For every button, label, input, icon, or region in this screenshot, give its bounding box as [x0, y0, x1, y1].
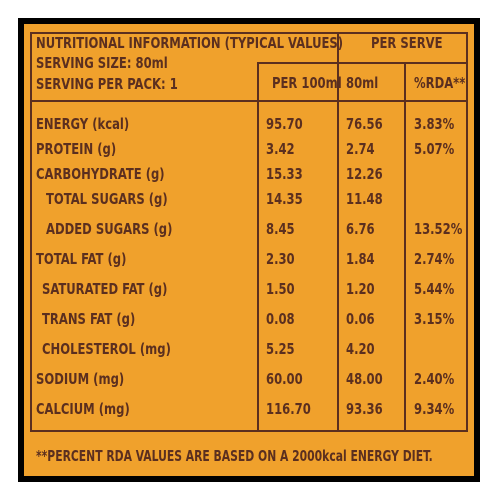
serving-size: SERVING SIZE: 80ml: [36, 54, 168, 72]
value-per-100ml: 0.08: [266, 310, 295, 328]
divider-col-rda: [404, 62, 406, 432]
value-per-100ml: 1.50: [266, 280, 295, 298]
nutrient-name: SODIUM (mg): [36, 370, 125, 388]
col-heading-per-100ml: PER 100ml: [272, 74, 342, 92]
table-right-border: [466, 32, 468, 432]
rda-footnote: **PERCENT RDA VALUES ARE BASED ON A 2000…: [36, 447, 433, 465]
nutrient-name: ADDED SUGARS (g): [46, 220, 173, 238]
value-per-100ml: 95.70: [266, 115, 303, 133]
nutrient-name: SATURATED FAT (g): [42, 280, 168, 298]
value-rda: 9.34%: [414, 400, 455, 418]
table-bottom-border: [30, 430, 468, 432]
col-heading-rda: %RDA**: [414, 74, 466, 92]
nutrient-name: CHOLESTEROL (mg): [42, 340, 171, 358]
value-rda: 3.15%: [414, 310, 455, 328]
value-80ml: 76.56: [346, 115, 383, 133]
label-title: NUTRITIONAL INFORMATION (TYPICAL VALUES): [36, 34, 344, 52]
nutrient-name: TOTAL FAT (g): [36, 250, 127, 268]
per-serve-heading: PER SERVE: [371, 34, 443, 52]
nutrient-name: ENERGY (kcal): [36, 115, 130, 133]
serving-per-pack: SERVING PER PACK: 1: [36, 75, 178, 93]
value-per-100ml: 3.42: [266, 140, 295, 158]
table-top-border: [30, 32, 468, 34]
value-80ml: 48.00: [346, 370, 383, 388]
value-80ml: 93.36: [346, 400, 383, 418]
value-80ml: 0.06: [346, 310, 375, 328]
value-rda: 2.40%: [414, 370, 455, 388]
value-80ml: 1.84: [346, 250, 375, 268]
divider-header-bottom: [30, 100, 468, 102]
value-per-100ml: 14.35: [266, 190, 303, 208]
value-80ml: 12.26: [346, 165, 383, 183]
nutrition-label: NUTRITIONAL INFORMATION (TYPICAL VALUES)…: [24, 24, 474, 476]
value-per-100ml: 8.45: [266, 220, 295, 238]
value-80ml: 1.20: [346, 280, 375, 298]
nutrient-name: CARBOHYDRATE (g): [36, 165, 165, 183]
divider-per-serve-bottom: [257, 62, 467, 64]
nutrient-name: TOTAL SUGARS (g): [46, 190, 168, 208]
value-rda: 2.74%: [414, 250, 455, 268]
col-heading-80ml: 80ml: [346, 74, 379, 92]
value-per-100ml: 116.70: [266, 400, 311, 418]
divider-header-serve: [337, 32, 339, 64]
value-80ml: 6.76: [346, 220, 375, 238]
value-rda: 5.07%: [414, 140, 455, 158]
value-80ml: 2.74: [346, 140, 375, 158]
divider-col-80ml: [337, 62, 339, 432]
value-rda: 13.52%: [414, 220, 463, 238]
value-per-100ml: 15.33: [266, 165, 303, 183]
value-80ml: 11.48: [346, 190, 383, 208]
value-rda: 3.83%: [414, 115, 455, 133]
value-per-100ml: 5.25: [266, 340, 295, 358]
value-80ml: 4.20: [346, 340, 375, 358]
value-rda: 5.44%: [414, 280, 455, 298]
value-per-100ml: 60.00: [266, 370, 303, 388]
nutrient-name: TRANS FAT (g): [42, 310, 136, 328]
label-frame: NUTRITIONAL INFORMATION (TYPICAL VALUES)…: [18, 18, 480, 482]
table-left-border: [30, 32, 32, 432]
value-per-100ml: 2.30: [266, 250, 295, 268]
divider-col-per100: [257, 62, 259, 432]
nutrient-name: CALCIUM (mg): [36, 400, 130, 418]
nutrient-name: PROTEIN (g): [36, 140, 117, 158]
